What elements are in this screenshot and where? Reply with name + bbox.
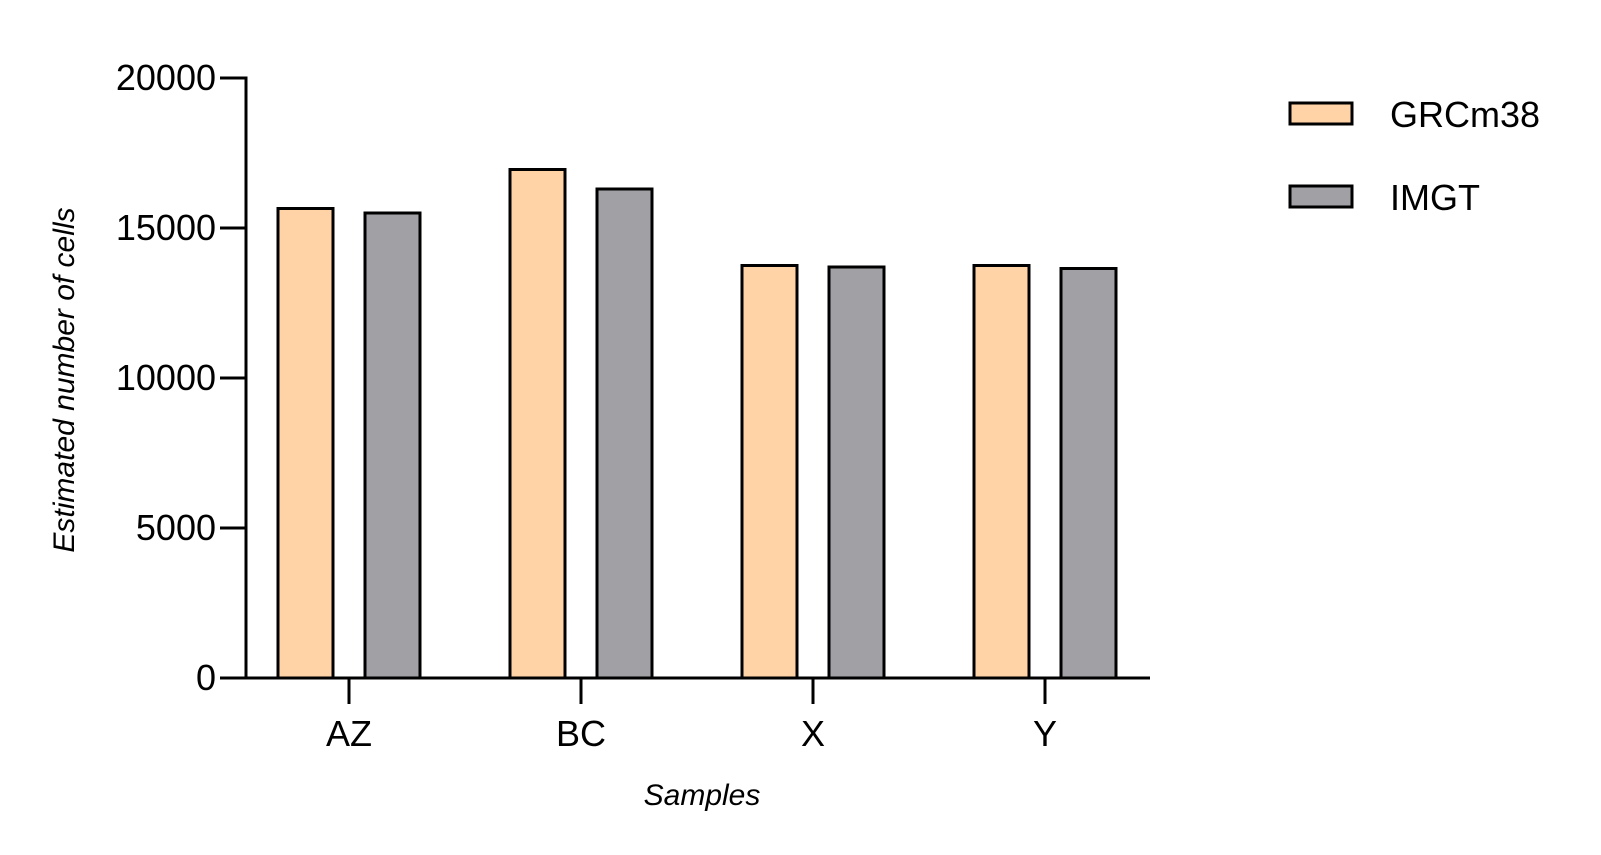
bar-y-grcm38 [972, 264, 1031, 680]
y-tick-label: 20000 [116, 57, 216, 98]
x-ticks-group: AZ BC X Y [326, 678, 1057, 754]
x-tick-label: BC [556, 713, 606, 754]
y-tick-label: 15000 [116, 207, 216, 248]
legend-swatch-grcm38 [1288, 101, 1354, 126]
legend-label-imgt: IMGT [1390, 177, 1480, 218]
x-axis-title: Samples [644, 779, 761, 812]
bar-bc-imgt [595, 187, 654, 680]
bar-az-grcm38 [276, 207, 335, 680]
x-tick-label: Y [1033, 713, 1057, 754]
bar-x-imgt [827, 265, 886, 680]
y-tick-label: 5000 [136, 507, 216, 548]
bars-group [276, 168, 1118, 680]
bar-x-grcm38 [740, 264, 799, 680]
bar-az-imgt [363, 211, 422, 680]
y-tick-label: 0 [196, 657, 216, 698]
y-axis-title: Estimated number of cells [48, 207, 81, 552]
y-ticks-group: 0 5000 10000 15000 20000 [116, 57, 246, 698]
x-tick-label: X [801, 713, 825, 754]
x-tick-label: AZ [326, 713, 372, 754]
legend-swatch-imgt [1288, 184, 1354, 209]
bar-y-imgt [1059, 267, 1118, 680]
legend-label-grcm38: GRCm38 [1390, 94, 1540, 135]
bar-bc-grcm38 [508, 168, 567, 680]
y-tick-label: 10000 [116, 357, 216, 398]
legend: GRCm38 IMGT [1288, 94, 1540, 218]
